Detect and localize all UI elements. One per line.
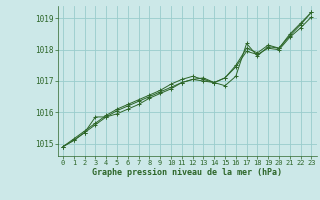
X-axis label: Graphe pression niveau de la mer (hPa): Graphe pression niveau de la mer (hPa) <box>92 168 282 177</box>
